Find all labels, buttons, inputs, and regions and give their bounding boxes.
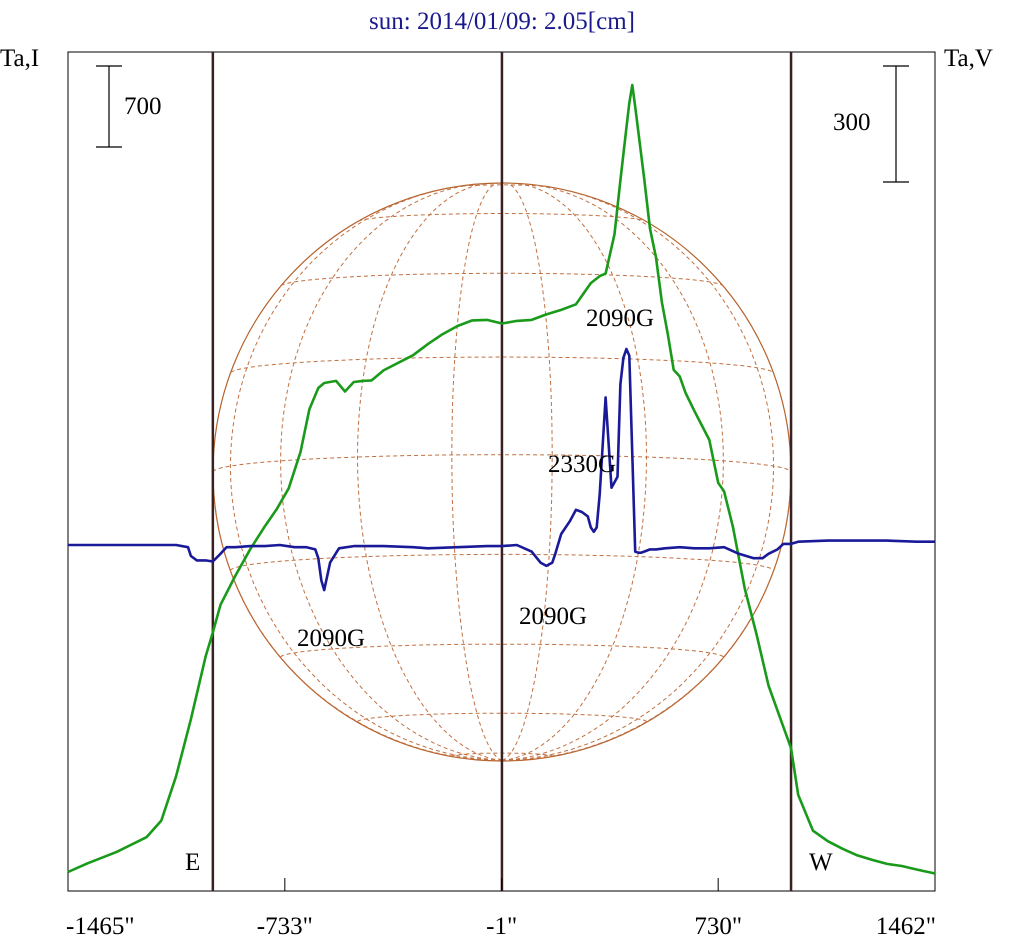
scale-bar-left-label: 700	[124, 93, 162, 120]
limb-label-east: E	[185, 849, 200, 876]
series-line-intensity	[67, 83, 936, 875]
scale-bar-left	[96, 65, 122, 148]
grid-meridian	[501, 182, 553, 761]
x-tick-label: -1465"	[66, 913, 135, 940]
x-tick-label: -1"	[486, 913, 517, 940]
grid-meridian	[451, 182, 503, 761]
grid-meridian	[501, 188, 775, 761]
limb-label-west: W	[809, 849, 833, 876]
scale-bar-right	[883, 65, 909, 183]
scale-bar-right-label: 300	[833, 109, 871, 136]
chart-title: sun: 2014/01/09: 2.05[cm]	[369, 8, 635, 35]
grid-meridian	[501, 183, 724, 761]
x-axis-ticks: -1465" -733" -1" 730" 1462"	[66, 878, 936, 940]
grid-parallel	[358, 213, 646, 222]
annotation-i-peak: 2090G	[586, 305, 654, 332]
x-tick-label: -733"	[257, 913, 313, 940]
grid-meridian	[280, 183, 503, 761]
series-line-polarization	[68, 347, 935, 592]
grid-meridian	[229, 188, 503, 761]
x-tick-label: 1462"	[876, 913, 936, 940]
grid-meridian	[501, 183, 648, 761]
y-axis-label-left: Ta,I	[0, 45, 39, 72]
grid-meridian	[212, 471, 503, 761]
annotation-v-peak: 2330G	[548, 451, 616, 478]
grid-meridian	[501, 471, 792, 761]
y-axis-label-right: Ta,V	[944, 45, 993, 72]
grid-meridian	[356, 183, 503, 761]
grid-parallel	[455, 184, 549, 188]
limb-markers	[211, 52, 793, 891]
grid-parallel	[280, 643, 724, 658]
annotation-v-east-dip: 2090G	[297, 625, 365, 652]
x-tick-label: 730"	[694, 913, 742, 940]
grid-parallel	[280, 272, 724, 287]
annotation-v-center-dip: 2090G	[519, 603, 587, 630]
